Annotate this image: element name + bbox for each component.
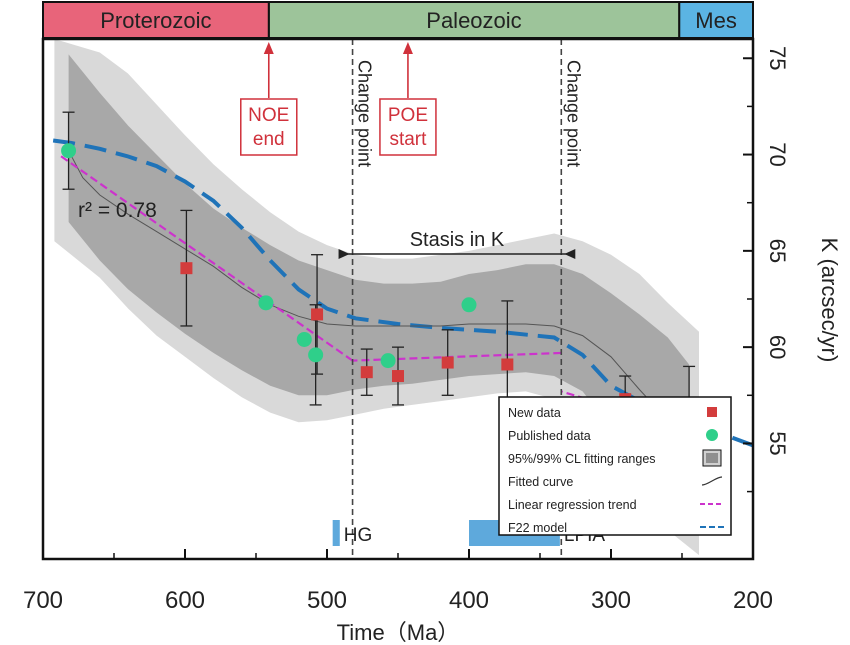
era-label-proterozoic: Proterozoic [100, 8, 211, 33]
published-data-point-3 [380, 353, 396, 369]
era-paleozoic [267, 1, 681, 39]
legend-label-6: F22 model [508, 521, 567, 535]
published-data-point-5 [296, 331, 312, 347]
new-data-point-3 [501, 358, 514, 371]
fitted-curve-line [68, 150, 690, 440]
new-data-point-4 [441, 356, 454, 369]
annotation-label-end: end [253, 129, 285, 150]
y-tick-label-75: 75 [765, 46, 790, 70]
annotation-noe: NOE end [240, 42, 298, 156]
legend-box [498, 396, 732, 536]
legend-marker-ci-inner [706, 453, 718, 463]
published-data-point-2 [461, 297, 477, 313]
x-tick-label-400: 400 [449, 587, 489, 614]
y-tick-label-55: 55 [765, 431, 790, 455]
event-bar-label-hg: HG [344, 525, 373, 546]
legend-label-1: New data [508, 406, 561, 420]
annotation-label-poe: POE [388, 105, 428, 126]
x-tick-label-500: 500 [307, 587, 347, 614]
y-tick-label-60: 60 [765, 335, 790, 359]
new-data-point-7 [311, 308, 324, 321]
published-data-point-4 [308, 347, 324, 363]
change-point-label-1: Change point [563, 60, 583, 167]
annotation-poe: POE start [379, 42, 437, 156]
y-axis-title: K (arcsec/yr) [817, 238, 842, 363]
legend-label-4: Fitted curve [508, 475, 573, 489]
annotation-label-start: start [389, 129, 427, 150]
era-proterozoic [42, 1, 270, 39]
era-mes [678, 1, 754, 39]
event-bar-3 [332, 520, 340, 546]
legend-label-3: 95%/99% CL fitting ranges [508, 452, 656, 466]
y-tick-label-70: 70 [765, 142, 790, 166]
new-data-point-6 [360, 366, 373, 379]
legend-label-5: Linear regression trend [508, 498, 637, 512]
new-data-point-5 [392, 370, 404, 383]
era-label-mes: Mes [695, 8, 737, 33]
legend-marker-new-data [707, 407, 717, 417]
legend-label-2: Published data [508, 429, 591, 443]
published-data-point-7 [61, 143, 77, 159]
stasis-arrow [338, 249, 576, 259]
x-tick-label-700: 700 [23, 587, 63, 614]
change-point-label-2: Change point [355, 60, 375, 167]
new-data-point-8 [180, 262, 193, 275]
x-tick-label-300: 300 [591, 587, 631, 614]
event-bar-2 [469, 520, 495, 546]
legend-marker-published-data [706, 429, 718, 441]
stasis-label: Stasis in K [410, 229, 505, 251]
published-data-point-6 [258, 295, 274, 311]
legend-marker-fitted-curve [701, 476, 723, 486]
f22-model-line [43, 137, 753, 448]
x-tick-label-600: 600 [165, 587, 205, 614]
ci95-band [68, 54, 690, 525]
x-tick-label-200: 200 [733, 587, 773, 614]
x-axis-title: Time（Ma） [337, 620, 460, 645]
y-tick-label-65: 65 [765, 239, 790, 263]
era-label-paleozoic: Paleozoic [426, 8, 521, 33]
annotation-label-noe: NOE [248, 105, 289, 126]
r-squared-label: r² = 0.78 [78, 199, 157, 222]
